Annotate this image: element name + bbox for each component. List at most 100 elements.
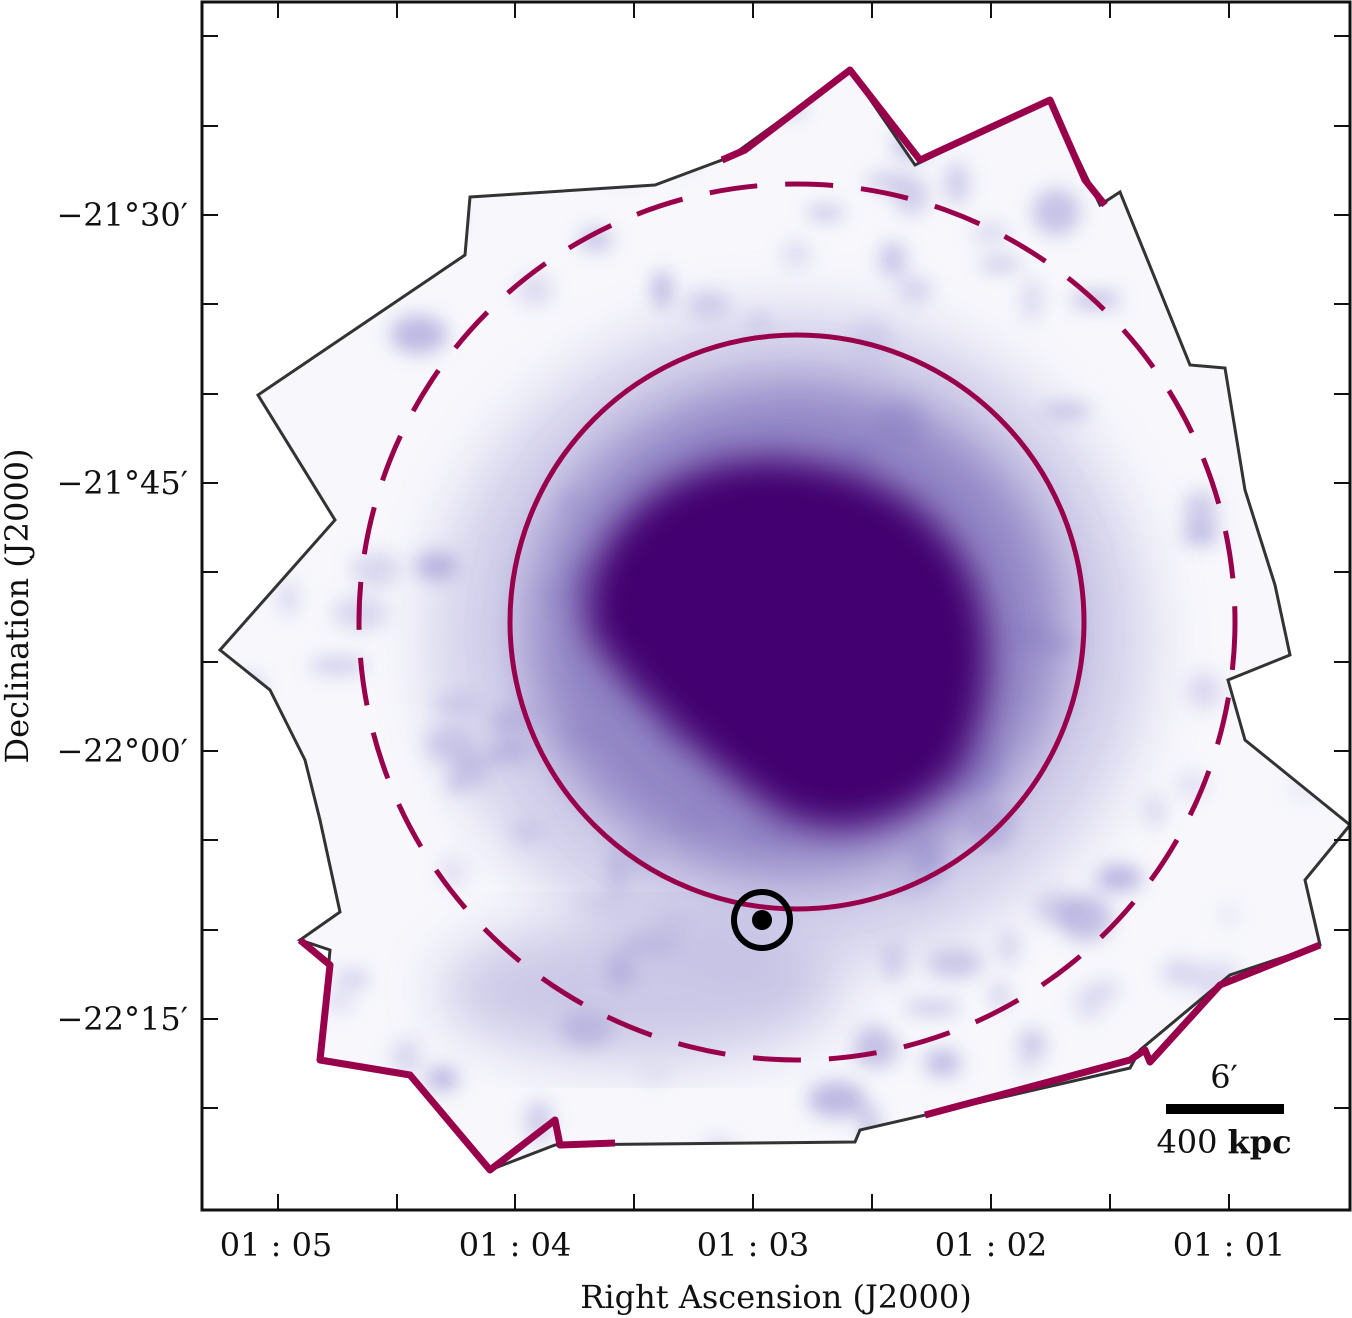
emission-blob (1063, 1121, 1088, 1136)
inner-region-circle (507, 332, 1087, 912)
emission-blob (447, 774, 465, 793)
y-tick-label: −21°30′ (56, 196, 188, 234)
emission-blob (390, 1038, 422, 1076)
emission-southern-tail (440, 920, 840, 1060)
emission-blob (878, 241, 907, 277)
emission-blob (350, 551, 401, 588)
emission-blob (1032, 188, 1080, 236)
marker-ring (731, 889, 793, 951)
scale-bar-line (1166, 1104, 1284, 1114)
emission-blob (944, 162, 970, 205)
emission-blob (1170, 257, 1193, 282)
x-tick-label: 01 : 04 (459, 1226, 572, 1264)
emission-blob (1204, 1013, 1253, 1032)
emission-blob (578, 228, 613, 251)
emission-blob (558, 70, 594, 83)
y-tick-label: −22°15′ (56, 1000, 188, 1038)
emission-blob (390, 315, 447, 354)
emission-blob (639, 1069, 672, 1083)
emission-blob (1143, 794, 1166, 827)
emission-blob (1183, 490, 1218, 535)
emission-blob (432, 82, 472, 130)
region-edge-bottom-left (297, 937, 616, 1174)
emission-blob (1090, 1136, 1147, 1167)
emission-blob (1266, 109, 1295, 156)
emission-blob (596, 139, 651, 177)
emission-blob (1220, 904, 1237, 926)
x-tick-label: 01 : 05 (220, 1226, 333, 1264)
emission-blob (1020, 278, 1043, 322)
emission-blob (807, 1081, 866, 1118)
x-tick-label: 01 : 03 (697, 1226, 810, 1264)
emission-blob (653, 270, 672, 310)
emission-blob (418, 207, 465, 229)
scale-bar: 6′ 400 kpc (1156, 1058, 1291, 1161)
scale-distance-label: 400 kpc (1156, 1123, 1291, 1161)
emission-blob (427, 70, 475, 101)
y-axis-title: Declination (J2000) (0, 448, 36, 763)
emission-blob (853, 1104, 881, 1123)
emission-blob (1278, 1001, 1328, 1032)
emission-blob (309, 656, 367, 675)
emission-blob (924, 1048, 962, 1077)
emission-blob (978, 258, 1022, 271)
emission-blob (254, 1094, 275, 1133)
emission-blob (231, 1072, 274, 1086)
scale-distance-unit: kpc (1228, 1123, 1292, 1161)
emission-blob (278, 581, 299, 616)
emission-blob (220, 1072, 243, 1112)
emission-blob (1167, 1080, 1212, 1098)
emission-blob (972, 222, 1009, 245)
emission-blob (903, 1000, 962, 1016)
emission-blob (1132, 183, 1178, 204)
emission-blob (1041, 404, 1091, 418)
tick-marks (202, 2, 1350, 1210)
emission-blob (782, 241, 811, 267)
emission-blob (990, 981, 1009, 1009)
x-tick-labels: 01 : 05 01 : 04 01 : 03 01 : 02 01 : 01 (220, 1226, 1286, 1264)
emission-blob (335, 970, 370, 989)
emission-blob (732, 70, 753, 79)
x-axis-title: Right Ascension (J2000) (580, 1278, 971, 1316)
scale-angle-label: 6′ (1210, 1058, 1238, 1096)
region-edge-top (720, 66, 1108, 208)
emission-blob (667, 146, 700, 170)
emission-blob (1058, 894, 1112, 942)
emission-blob (239, 528, 298, 544)
emission-blob (853, 1032, 903, 1069)
emission-blob (702, 1137, 735, 1158)
scale-distance-number: 400 (1156, 1123, 1217, 1161)
emission-core (586, 458, 989, 829)
emission-blob (861, 70, 897, 84)
y-tick-label: −22°00′ (56, 732, 188, 770)
x-tick-label: 01 : 02 (935, 1226, 1048, 1264)
y-tick-labels: −21°30′ −21°45′ −22°00′ −22°15′ (56, 196, 188, 1038)
emission-blob (927, 948, 984, 979)
emission-map (217, 66, 1350, 1174)
region-edge-bottom-right (924, 941, 1322, 1119)
emission-blob (324, 994, 355, 1011)
emission-blob (1226, 70, 1260, 78)
y-tick-label: −21°45′ (56, 464, 188, 502)
emission-blob (1015, 1059, 1038, 1075)
emission-blob (516, 274, 553, 307)
axes-frame (200, 0, 1352, 1212)
emission-blob (686, 290, 731, 319)
source-marker (731, 889, 793, 951)
emission-blob (1018, 1028, 1047, 1061)
emission-blob (893, 176, 929, 216)
emission-blob (1181, 526, 1220, 546)
emission-blob (998, 930, 1020, 965)
emission-blob (1269, 1028, 1298, 1059)
emission-blob (956, 1148, 973, 1169)
outer-region-dashed-circle (356, 181, 1238, 1063)
emission-blob (1074, 985, 1104, 1020)
emission-blob (1287, 783, 1331, 797)
emission-blob (341, 106, 395, 150)
marker-dot (752, 910, 772, 930)
emission-blob (896, 276, 933, 304)
emission-blob (220, 876, 243, 890)
emission-blob (244, 162, 298, 207)
emission-blob (1161, 958, 1203, 988)
